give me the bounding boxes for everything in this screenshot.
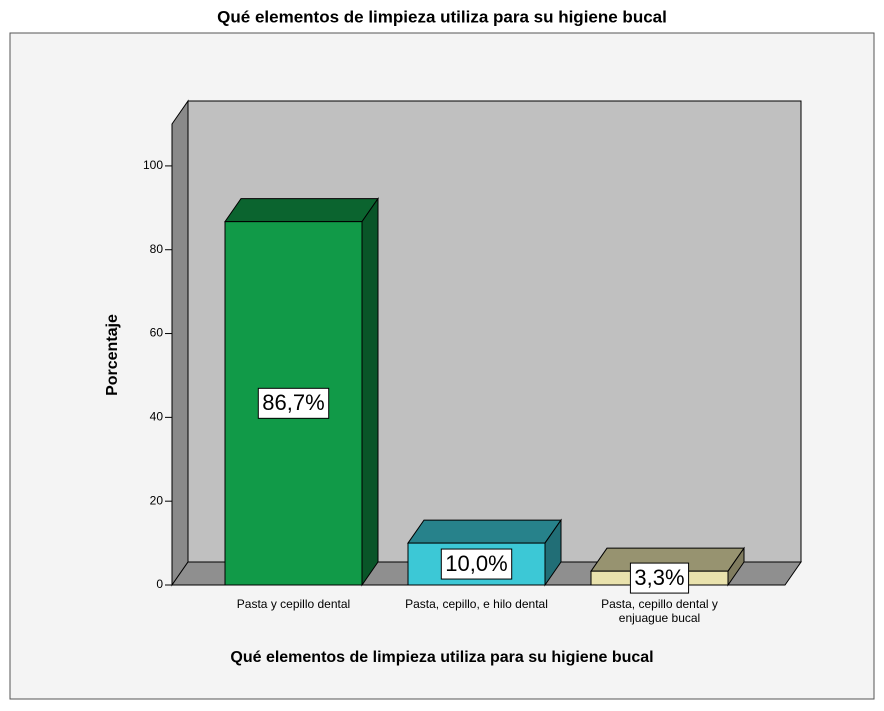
- x-tick-label: Pasta y cepillo dental: [237, 597, 350, 611]
- value-label-box: [629, 562, 690, 594]
- chart-title: Qué elementos de limpieza utiliza para s…: [217, 7, 667, 26]
- value-label: 10,0%: [445, 551, 507, 576]
- x-tick-label: Pasta, cepillo, e hilo dental: [405, 597, 548, 611]
- value-label: 86,7%: [262, 390, 324, 415]
- y-axis-title: Porcentaje: [104, 314, 121, 396]
- bar-top: [407, 519, 562, 544]
- y-tick-label: 40: [150, 410, 164, 424]
- value-label: 3,3%: [634, 565, 684, 590]
- y-tick-label: 20: [150, 493, 164, 507]
- y-tick-label: 100: [143, 158, 163, 172]
- value-label-box: [257, 387, 330, 419]
- bar-top: [224, 198, 379, 223]
- x-tick-label: Pasta, cepillo dental y enjuague bucal: [601, 597, 718, 625]
- bar-side: [361, 197, 379, 587]
- bar: [224, 197, 379, 587]
- left-wall: [171, 99, 189, 587]
- bar: [407, 518, 562, 587]
- y-tick-label: 60: [150, 326, 164, 340]
- x-tick-label-line: enjuague bucal: [619, 611, 700, 625]
- x-axis-title: Qué elementos de limpieza utiliza para s…: [230, 649, 653, 666]
- y-tick-label: 80: [150, 242, 164, 256]
- x-tick-label-line: Pasta, cepillo dental y: [601, 597, 718, 611]
- y-tick-label: 0: [156, 577, 163, 591]
- value-label-box: [440, 548, 513, 580]
